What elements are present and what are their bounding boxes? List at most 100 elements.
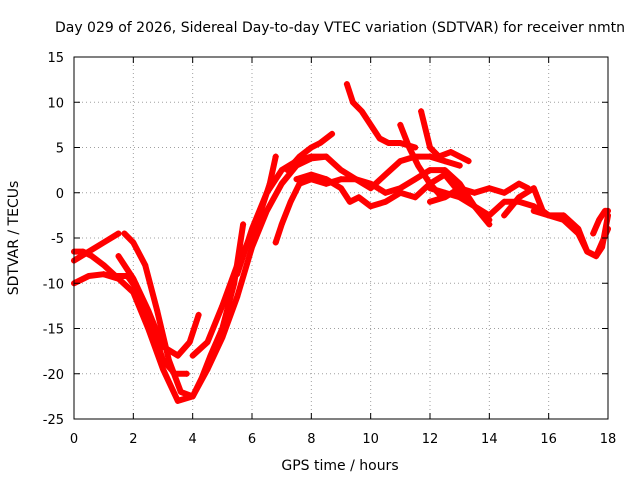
data-point-marker: [349, 99, 356, 106]
data-point-marker: [145, 307, 152, 314]
data-point-marker: [249, 244, 255, 251]
data-point-marker: [293, 176, 300, 183]
x-tick-label: 14: [481, 432, 498, 447]
data-point-marker: [130, 239, 137, 246]
data-point-marker: [355, 194, 362, 201]
x-tick-label: 0: [70, 432, 78, 447]
data-point-marker: [121, 230, 128, 237]
data-point-marker: [385, 139, 392, 146]
data-point-marker: [296, 153, 303, 160]
data-point-marker: [308, 144, 315, 151]
data-point-marker: [530, 185, 537, 192]
data-point-marker: [501, 212, 508, 219]
y-tick-label: -5: [51, 232, 64, 247]
data-point-marker: [516, 180, 522, 187]
series-sat-b: [71, 271, 211, 404]
series-layer: [71, 81, 611, 404]
data-point-marker: [263, 189, 270, 196]
data-point-marker: [412, 144, 419, 151]
data-point-marker: [308, 153, 315, 160]
data-point-marker: [441, 158, 448, 165]
data-point-marker: [219, 334, 226, 341]
data-point-marker: [323, 153, 330, 160]
data-point-marker: [174, 397, 181, 404]
data-point-marker: [530, 207, 537, 214]
data-point-marker: [427, 144, 433, 151]
series-sat-p: [427, 180, 531, 205]
data-point-marker: [415, 162, 422, 169]
data-point-marker: [397, 158, 404, 165]
data-point-marker: [186, 339, 193, 346]
data-point-marker: [367, 180, 374, 187]
series-sat-g: [189, 153, 279, 359]
data-point-marker: [427, 185, 433, 192]
x-tick-label: 4: [189, 432, 197, 447]
data-point-marker: [456, 185, 463, 192]
data-point-marker: [418, 108, 425, 115]
data-point-marker: [382, 189, 389, 196]
data-point-marker: [406, 144, 413, 151]
data-point-marker: [296, 180, 303, 187]
data-point-marker: [358, 108, 365, 115]
data-point-marker: [382, 171, 389, 178]
x-tick-label: 2: [129, 432, 137, 447]
data-point-marker: [165, 357, 172, 364]
data-point-marker: [516, 194, 522, 201]
data-point-marker: [100, 271, 107, 278]
data-point-marker: [346, 198, 353, 205]
data-point-marker: [154, 307, 161, 314]
data-point-marker: [195, 311, 202, 318]
data-point-marker: [130, 289, 137, 296]
data-point-marker: [100, 239, 107, 246]
data-point-marker: [427, 167, 433, 174]
data-point-marker: [486, 185, 493, 192]
data-point-marker: [240, 221, 247, 228]
series-sat-a: [71, 230, 122, 264]
data-point-marker: [329, 130, 336, 137]
data-point-marker: [397, 121, 404, 128]
data-point-marker: [367, 203, 374, 210]
data-point-marker: [397, 189, 404, 196]
data-point-marker: [88, 253, 95, 260]
data-point-marker: [596, 216, 603, 223]
series-sat-h: [234, 153, 463, 278]
x-tick-label: 16: [540, 432, 557, 447]
data-point-marker: [278, 180, 285, 187]
data-point-marker: [263, 207, 270, 214]
data-point-marker: [177, 388, 184, 395]
data-point-marker: [79, 248, 86, 255]
data-point-marker: [278, 167, 285, 174]
data-point-marker: [100, 262, 107, 269]
data-point-marker: [142, 262, 149, 269]
data-point-marker: [234, 271, 241, 278]
data-point-marker: [593, 253, 600, 260]
data-point-marker: [160, 357, 166, 364]
series-sat-n: [418, 108, 472, 165]
data-point-marker: [115, 253, 122, 260]
data-point-marker: [112, 273, 119, 280]
data-point-marker: [584, 248, 591, 255]
y-tick-label: 15: [47, 51, 64, 66]
data-point-marker: [204, 366, 211, 373]
data-point-marker: [160, 366, 166, 373]
data-point-marker: [338, 167, 344, 174]
data-point-marker: [397, 139, 404, 146]
data-point-marker: [343, 81, 350, 88]
data-point-marker: [435, 153, 442, 160]
y-tick-label: 10: [47, 96, 64, 111]
data-point-marker: [486, 212, 493, 219]
data-point-marker: [560, 212, 567, 219]
y-tick-label: -20: [43, 368, 64, 383]
data-point-marker: [272, 153, 279, 160]
x-axis-label: GPS time / hours: [281, 458, 398, 474]
y-axis-label: SDTVAR / TECUs: [6, 181, 22, 296]
ticks-layer: 0 2 4 6 8 10 12 14 16 18 -25 -20 -15 -10 -5 0 5 10 15: [43, 51, 617, 447]
series-sat-q: [501, 185, 611, 260]
data-point-marker: [471, 203, 478, 210]
data-point-marker: [465, 158, 472, 165]
data-point-marker: [189, 393, 196, 400]
data-point-marker: [376, 135, 383, 142]
data-point-marker: [284, 167, 291, 174]
y-tick-label: 0: [56, 187, 64, 202]
data-point-marker: [456, 153, 463, 160]
